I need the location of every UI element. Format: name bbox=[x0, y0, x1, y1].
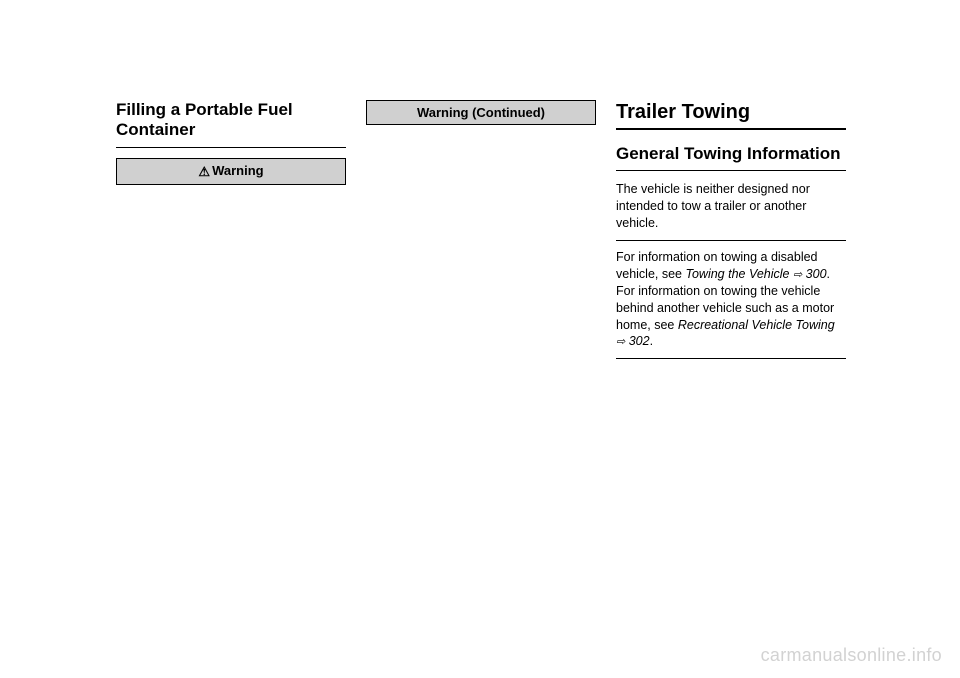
filling-container-heading: Filling a Portable Fuel Container bbox=[116, 100, 346, 148]
towing-not-designed-text: The vehicle is neither designed nor inte… bbox=[616, 181, 846, 241]
column-middle: Warning (Continued) bbox=[366, 100, 596, 367]
page-content: Filling a Portable Fuel Container ⚠Warni… bbox=[116, 100, 846, 367]
warning-continued-header: Warning (Continued) bbox=[366, 100, 596, 125]
link-arrow-icon: ⇨ bbox=[793, 269, 802, 281]
ref-text-c: . bbox=[650, 334, 653, 348]
ref-link-towing-vehicle-page: ⇨ 300 bbox=[790, 267, 827, 281]
warning-triangle-icon: ⚠ bbox=[198, 164, 210, 180]
watermark-text: carmanualsonline.info bbox=[761, 645, 942, 666]
warning-label-text: Warning bbox=[212, 163, 264, 178]
ref-link-towing-vehicle: Towing the Vehicle bbox=[685, 267, 789, 281]
ref-link-recreational-towing-page: ⇨ 302 bbox=[616, 334, 650, 348]
column-left: Filling a Portable Fuel Container ⚠Warni… bbox=[116, 100, 346, 367]
general-towing-heading: General Towing Information bbox=[616, 144, 846, 171]
link-arrow-icon: ⇨ bbox=[616, 336, 625, 348]
towing-info-references: For information on towing a disabled veh… bbox=[616, 249, 846, 359]
trailer-towing-heading: Trailer Towing bbox=[616, 100, 846, 130]
ref-link-recreational-towing: Recreational Vehicle Towing bbox=[678, 318, 835, 332]
warning-continued-label: Warning (Continued) bbox=[417, 105, 545, 120]
column-right: Trailer Towing General Towing Informatio… bbox=[616, 100, 846, 367]
warning-box-header: ⚠Warning bbox=[116, 158, 346, 185]
